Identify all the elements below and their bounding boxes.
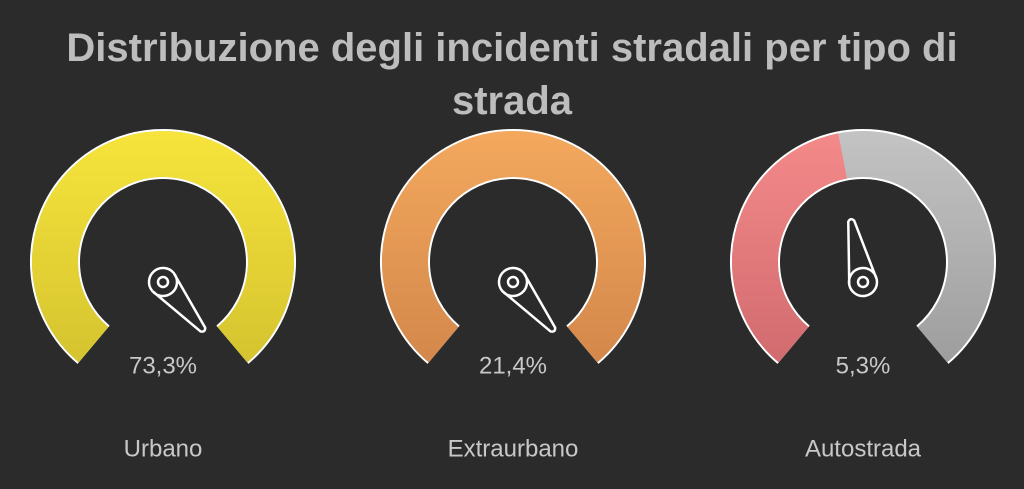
value-label: 5,3% bbox=[836, 352, 891, 379]
gauge-fill bbox=[732, 131, 994, 363]
gauge-needle bbox=[847, 217, 879, 298]
category-label: Extraurbano bbox=[448, 435, 579, 462]
value-label: 73,3% bbox=[129, 352, 197, 379]
value-label: 21,4% bbox=[479, 352, 547, 379]
gauge-fill bbox=[382, 131, 644, 363]
category-label: Autostrada bbox=[805, 435, 922, 462]
gauge-needle bbox=[147, 266, 207, 333]
gauge-needle bbox=[497, 266, 557, 333]
gauge-fill bbox=[32, 131, 294, 363]
chart-title: Distribuzione degli incidenti stradali p… bbox=[66, 26, 958, 123]
category-label: Urbano bbox=[124, 435, 203, 462]
